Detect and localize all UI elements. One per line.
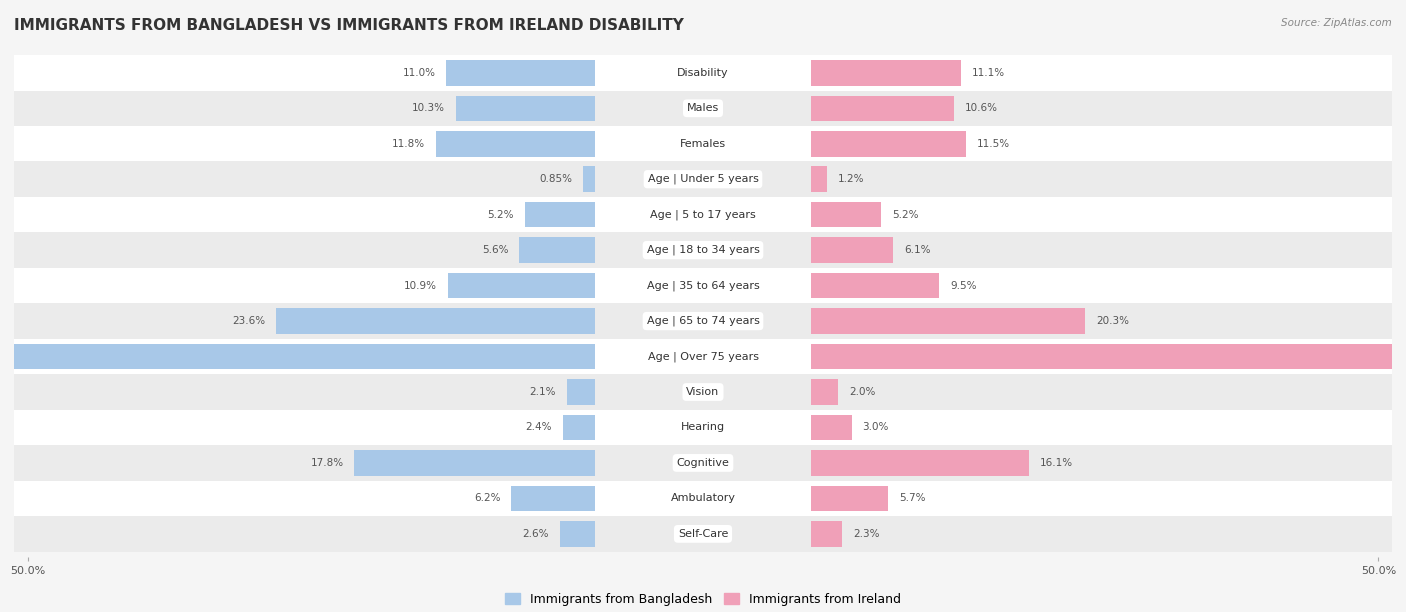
Text: Age | 18 to 34 years: Age | 18 to 34 years: [647, 245, 759, 255]
FancyBboxPatch shape: [0, 410, 1406, 445]
Text: 16.1%: 16.1%: [1039, 458, 1073, 468]
Bar: [567, 379, 595, 405]
Bar: [354, 450, 595, 476]
Text: Disability: Disability: [678, 68, 728, 78]
Text: 11.0%: 11.0%: [402, 68, 436, 78]
Bar: [446, 60, 595, 86]
Text: 2.4%: 2.4%: [526, 422, 551, 433]
Bar: [811, 344, 1406, 369]
FancyBboxPatch shape: [0, 197, 1406, 233]
Text: 2.0%: 2.0%: [849, 387, 876, 397]
FancyBboxPatch shape: [0, 516, 1406, 551]
Bar: [811, 415, 852, 440]
FancyBboxPatch shape: [0, 268, 1406, 304]
Bar: [811, 379, 838, 405]
Legend: Immigrants from Bangladesh, Immigrants from Ireland: Immigrants from Bangladesh, Immigrants f…: [499, 588, 907, 611]
Bar: [811, 273, 939, 299]
Text: 20.3%: 20.3%: [1097, 316, 1129, 326]
FancyBboxPatch shape: [0, 339, 1406, 375]
Text: Vision: Vision: [686, 387, 720, 397]
FancyBboxPatch shape: [0, 126, 1406, 162]
Text: IMMIGRANTS FROM BANGLADESH VS IMMIGRANTS FROM IRELAND DISABILITY: IMMIGRANTS FROM BANGLADESH VS IMMIGRANTS…: [14, 18, 683, 34]
Bar: [811, 202, 882, 228]
Bar: [512, 486, 595, 511]
Text: 10.9%: 10.9%: [404, 281, 437, 291]
Text: 17.8%: 17.8%: [311, 458, 343, 468]
Bar: [0, 344, 595, 369]
FancyBboxPatch shape: [0, 91, 1406, 126]
Bar: [811, 166, 827, 192]
Text: 2.6%: 2.6%: [523, 529, 548, 539]
Text: 6.1%: 6.1%: [904, 245, 931, 255]
Text: 6.2%: 6.2%: [474, 493, 501, 504]
Text: 10.3%: 10.3%: [412, 103, 444, 113]
Text: 9.5%: 9.5%: [950, 281, 977, 291]
Text: Hearing: Hearing: [681, 422, 725, 433]
Bar: [811, 237, 893, 263]
Bar: [811, 521, 842, 547]
FancyBboxPatch shape: [0, 162, 1406, 197]
Text: 5.2%: 5.2%: [893, 210, 918, 220]
Text: Age | 35 to 64 years: Age | 35 to 64 years: [647, 280, 759, 291]
Text: Age | Under 5 years: Age | Under 5 years: [648, 174, 758, 184]
Text: 2.1%: 2.1%: [529, 387, 555, 397]
FancyBboxPatch shape: [0, 375, 1406, 410]
Bar: [276, 308, 595, 334]
Text: 10.6%: 10.6%: [965, 103, 998, 113]
Bar: [560, 521, 595, 547]
Text: 3.0%: 3.0%: [862, 422, 889, 433]
Bar: [583, 166, 595, 192]
Text: Source: ZipAtlas.com: Source: ZipAtlas.com: [1281, 18, 1392, 28]
Text: 5.6%: 5.6%: [482, 245, 509, 255]
Bar: [519, 237, 595, 263]
FancyBboxPatch shape: [0, 480, 1406, 516]
Bar: [811, 486, 889, 511]
Text: Age | 5 to 17 years: Age | 5 to 17 years: [650, 209, 756, 220]
Bar: [447, 273, 595, 299]
Text: Females: Females: [681, 139, 725, 149]
Text: Age | 65 to 74 years: Age | 65 to 74 years: [647, 316, 759, 326]
Text: Age | Over 75 years: Age | Over 75 years: [648, 351, 758, 362]
Text: Cognitive: Cognitive: [676, 458, 730, 468]
Text: Males: Males: [688, 103, 718, 113]
Text: Self-Care: Self-Care: [678, 529, 728, 539]
FancyBboxPatch shape: [0, 445, 1406, 480]
Bar: [436, 131, 595, 157]
Text: Ambulatory: Ambulatory: [671, 493, 735, 504]
Bar: [456, 95, 595, 121]
FancyBboxPatch shape: [0, 233, 1406, 268]
Bar: [562, 415, 595, 440]
Text: 5.2%: 5.2%: [488, 210, 513, 220]
Text: 0.85%: 0.85%: [540, 174, 572, 184]
Bar: [811, 450, 1029, 476]
Text: 2.3%: 2.3%: [853, 529, 879, 539]
FancyBboxPatch shape: [0, 304, 1406, 339]
Text: 11.8%: 11.8%: [392, 139, 425, 149]
Text: 5.7%: 5.7%: [898, 493, 925, 504]
Bar: [524, 202, 595, 228]
Bar: [811, 131, 966, 157]
Text: 1.2%: 1.2%: [838, 174, 865, 184]
Text: 23.6%: 23.6%: [232, 316, 266, 326]
Text: 11.1%: 11.1%: [972, 68, 1005, 78]
Bar: [811, 95, 955, 121]
Bar: [811, 308, 1085, 334]
FancyBboxPatch shape: [0, 55, 1406, 91]
Text: 11.5%: 11.5%: [977, 139, 1011, 149]
Bar: [811, 60, 962, 86]
